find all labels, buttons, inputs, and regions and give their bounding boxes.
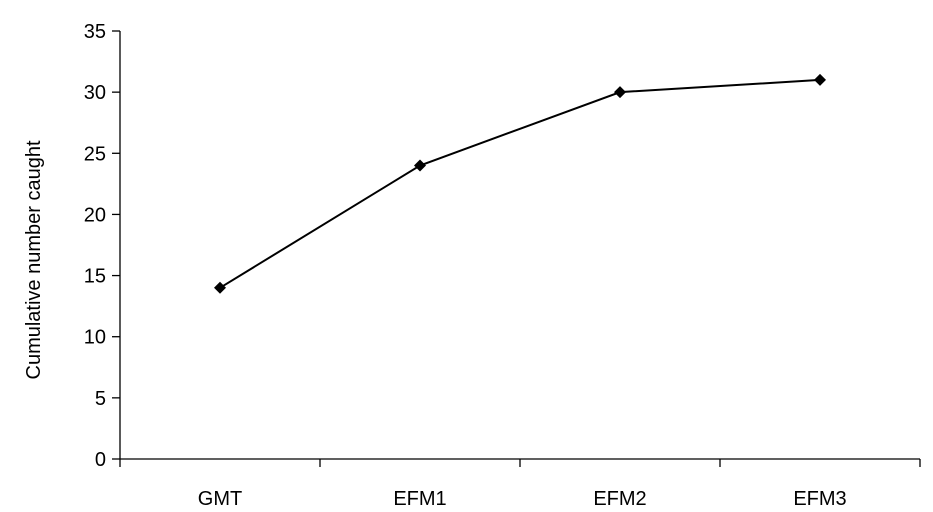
y-tick-label: 5 — [95, 388, 106, 410]
x-tick-label: GMT — [198, 488, 242, 510]
x-tick-label: EFM3 — [793, 488, 846, 510]
y-tick-label: 30 — [84, 82, 106, 104]
y-tick-label: 10 — [84, 327, 106, 349]
y-tick-label: 15 — [84, 266, 106, 288]
data-point — [614, 86, 626, 99]
y-axis: 0 5 10 15 20 25 30 35 — [84, 21, 121, 471]
series-line — [219, 78, 821, 289]
data-point — [414, 159, 426, 172]
x-tick-label: EFM2 — [593, 488, 646, 510]
data-point — [814, 73, 826, 86]
data-point — [214, 281, 226, 294]
x-axis: GMT EFM1 EFM2 EFM3 — [119, 458, 921, 510]
x-tick-label: EFM1 — [393, 488, 446, 510]
y-axis-title: Cumulative number caught — [23, 140, 45, 379]
y-tick-label: 0 — [95, 449, 106, 471]
y-tick-label: 25 — [84, 143, 106, 165]
series-1 — [214, 73, 826, 294]
y-tick-label: 35 — [84, 21, 106, 43]
y-tick-label: 20 — [84, 204, 106, 226]
